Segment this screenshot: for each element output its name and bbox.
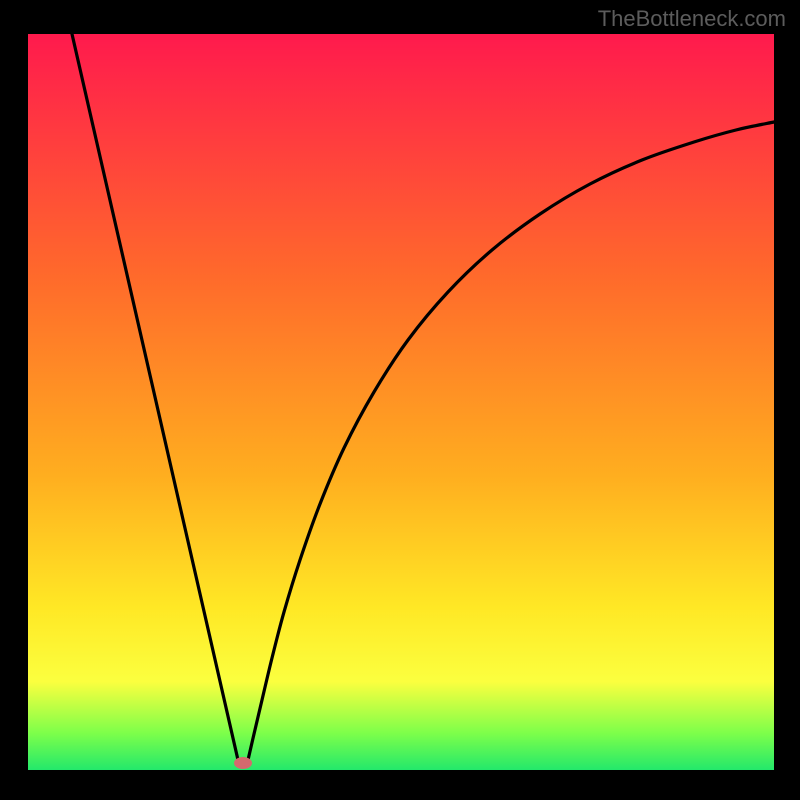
- curve-right-branch: [248, 122, 774, 760]
- curve-group: [72, 34, 774, 769]
- attribution-text: TheBottleneck.com: [598, 6, 786, 32]
- chart-frame: TheBottleneck.com: [0, 0, 800, 800]
- curve-left-branch: [72, 34, 238, 760]
- minimum-marker: [234, 757, 252, 769]
- bottleneck-curve: [0, 0, 800, 800]
